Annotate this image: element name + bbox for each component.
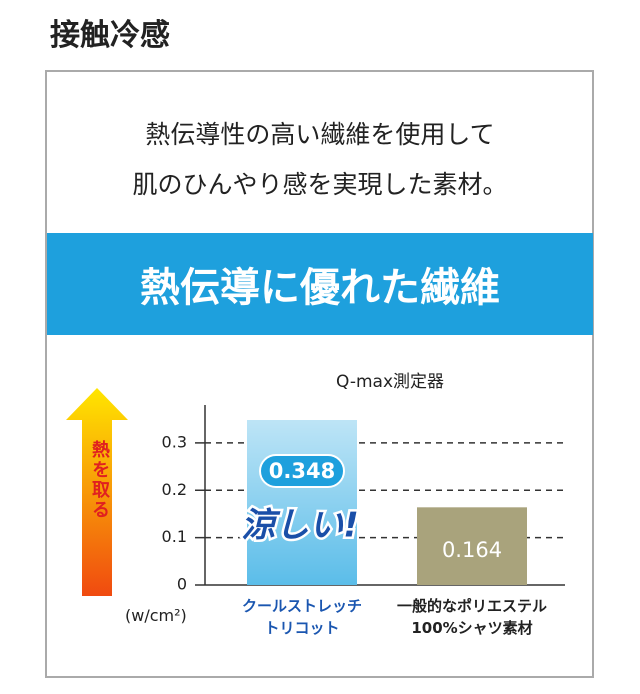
- bar: [417, 507, 527, 585]
- content-box: [45, 70, 594, 678]
- annotation: 涼しい!: [241, 506, 359, 546]
- value-label-bg: [259, 454, 345, 488]
- description: 肌のひんやり感を実現した素材。: [132, 170, 508, 199]
- page-title: 接触冷感: [50, 18, 170, 53]
- heat-arrow: [66, 388, 128, 596]
- x-tick-label: クールストレッチ トリコット: [241, 597, 362, 637]
- chart-title: Q-max測定器: [336, 372, 444, 392]
- y-tick-label: 0.2: [162, 480, 187, 499]
- annotation: 熱を取る: [89, 440, 110, 520]
- banner: 熱伝導に優れた繊維: [47, 233, 593, 335]
- value-label: 0.348: [269, 459, 335, 483]
- y-axis-label: (w/cm²): [125, 606, 187, 625]
- y-tick-label: 0.3: [162, 432, 187, 451]
- description: 熱伝導性の高い繊維を使用して: [145, 120, 495, 149]
- bar-highlight: [247, 420, 357, 585]
- value-label: 0.164: [442, 538, 502, 562]
- x-tick-label: 一般的なポリエステル 100%シャツ素材: [396, 597, 547, 637]
- y-tick-label: 0.1: [162, 527, 187, 546]
- y-tick-label: 0: [177, 575, 187, 594]
